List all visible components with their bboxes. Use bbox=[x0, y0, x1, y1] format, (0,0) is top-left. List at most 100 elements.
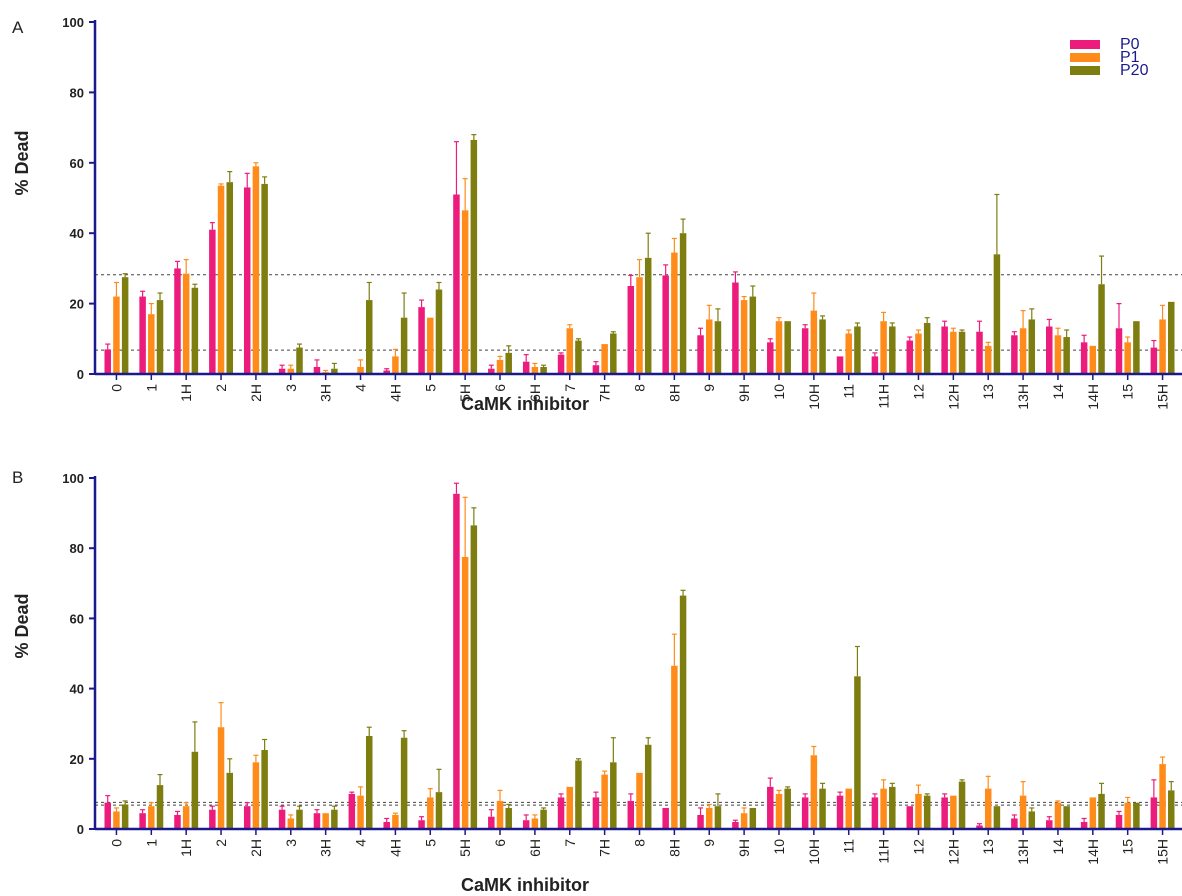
panel-b-bar-p1 bbox=[357, 795, 364, 829]
panel-b-bar-p20 bbox=[1168, 790, 1175, 829]
panel-a-x-tick-label: 4 bbox=[353, 384, 369, 392]
panel-a-y-tick-label: 0 bbox=[77, 367, 84, 382]
panel-b-bar-p1 bbox=[1019, 795, 1027, 829]
panel-b-bar-p20 bbox=[400, 737, 408, 829]
panel-a-bar-p0 bbox=[697, 335, 704, 374]
panel-b-bar-p1 bbox=[531, 818, 539, 829]
panel-a-bar-p1 bbox=[217, 185, 225, 374]
panel-b-x-tick-label: 5 bbox=[422, 839, 438, 847]
panel-a-bar-p20 bbox=[365, 300, 373, 374]
panel-a-bar-p1 bbox=[148, 314, 155, 374]
panel-b-bar-p0 bbox=[801, 797, 809, 829]
panel-b-bar-p0 bbox=[906, 806, 914, 829]
panel-b-bar-p0 bbox=[1150, 797, 1158, 829]
panel-b-x-tick-label: 7 bbox=[562, 839, 578, 847]
panel-a-bar-p1 bbox=[182, 273, 190, 374]
panel-b-x-tick-label: 10H bbox=[806, 839, 822, 865]
panel-a-bar-p20 bbox=[191, 287, 199, 374]
panel-a-bar-p20 bbox=[435, 289, 443, 374]
panel-b-y-tick-label: 100 bbox=[62, 471, 84, 486]
panel-b-x-tick-label: 13H bbox=[1015, 839, 1031, 865]
panel-a-x-tick-label: 1 bbox=[143, 384, 159, 392]
panel-b-bar-p1 bbox=[1089, 797, 1097, 829]
panel-b-bar-p1 bbox=[392, 814, 399, 829]
panel-b-bar-p1 bbox=[915, 793, 922, 829]
panel-b-x-tick-label: 2 bbox=[213, 839, 229, 847]
panel-b-x-tick-label: 14 bbox=[1050, 839, 1066, 855]
panel-a-bar-p20 bbox=[644, 257, 652, 374]
panel-b-x-tick-label: 5H bbox=[457, 839, 473, 857]
panel-b-bar-p20 bbox=[784, 788, 791, 829]
panel-a-bar-p1 bbox=[531, 366, 539, 374]
panel-a-bar-p0 bbox=[1080, 342, 1088, 374]
panel-a-x-tick-label: 7 bbox=[562, 384, 578, 392]
panel-a-bar-p1 bbox=[671, 252, 678, 374]
panel-a-x-tick-label: 5H bbox=[457, 384, 473, 402]
panel-b-bar-p0 bbox=[453, 493, 460, 829]
panel-a-bar-p0 bbox=[976, 331, 983, 374]
panel-a-bar-p20 bbox=[226, 182, 233, 374]
panel-b-bar-p20 bbox=[331, 809, 338, 829]
panel-b-bar-p1 bbox=[461, 556, 469, 829]
panel-a-bar-p20 bbox=[540, 366, 547, 374]
panel-b-bar-p1 bbox=[427, 797, 434, 829]
panel-a-bar-p1 bbox=[113, 296, 120, 374]
panel-a-x-tick-label: 11 bbox=[841, 384, 857, 399]
panel-a-bar-p20 bbox=[331, 368, 338, 374]
panel-a-bar-p1 bbox=[252, 166, 260, 374]
panel-b-bar-p20 bbox=[540, 809, 547, 829]
panel-a-bar-p20 bbox=[400, 317, 408, 374]
panel-b-bar-p0 bbox=[174, 814, 181, 829]
panel-a-bar-p0 bbox=[243, 187, 251, 374]
panel-a-bar-p20 bbox=[505, 352, 512, 374]
panel-a-bar-p0 bbox=[1011, 335, 1018, 374]
panel-a-bar-p1 bbox=[740, 300, 748, 374]
panel-a-x-tick-label: 15 bbox=[1120, 384, 1136, 400]
panel-b-bar-p1 bbox=[252, 762, 260, 829]
panel-b-x-tick-label: 1H bbox=[178, 839, 194, 857]
panel-a-x-tick-label: 11H bbox=[876, 384, 892, 409]
panel-b-bar-p20 bbox=[714, 806, 722, 829]
panel-b-bar-p1 bbox=[1054, 802, 1062, 829]
panel-a-bar-p0 bbox=[836, 356, 844, 374]
panel-b-bar-p0 bbox=[767, 786, 774, 829]
panel-a-bar-p1 bbox=[427, 317, 434, 374]
panel-a-bar-p20 bbox=[1168, 301, 1175, 374]
panel-b-bar-p20 bbox=[889, 786, 896, 829]
panel-a-x-tick-label: 8H bbox=[666, 384, 682, 402]
panel-a-bar-p1 bbox=[566, 328, 574, 374]
panel-b-bar-p20 bbox=[749, 807, 757, 829]
panel-b-bar-p20 bbox=[923, 795, 931, 829]
panel-a-bar-p0 bbox=[1046, 326, 1053, 374]
panel-b-bar-p0 bbox=[383, 821, 390, 829]
panel-a-bar-p0 bbox=[278, 368, 286, 374]
panel-b-bar-p20 bbox=[679, 595, 687, 829]
panel-b-bar-p1 bbox=[705, 807, 713, 829]
panel-b-bar-p1 bbox=[322, 813, 329, 829]
panel-a-bar-p0 bbox=[383, 370, 390, 374]
panel-label-b: B bbox=[12, 468, 24, 487]
panel-a-x-tick-label: 6H bbox=[527, 384, 543, 402]
panel-a-bar-p1 bbox=[705, 319, 713, 374]
panel-a-legend-swatch bbox=[1070, 40, 1100, 49]
panel-b-bar-p0 bbox=[104, 802, 111, 829]
panel-a-bar-p1 bbox=[775, 321, 783, 374]
panel-b-bar-p0 bbox=[243, 806, 251, 829]
panel-b-x-tick-label: 6 bbox=[492, 839, 508, 847]
panel-a-bar-p1 bbox=[950, 331, 957, 374]
panel-a-bar-p20 bbox=[993, 254, 1001, 374]
panel-a-x-tick-label: 9 bbox=[701, 384, 717, 392]
panel-a-x-tick-label: 14H bbox=[1085, 384, 1101, 410]
panel-a-bar-p1 bbox=[357, 366, 364, 374]
panel-b-x-tick-label: 10 bbox=[771, 839, 787, 855]
panel-b-bar-p20 bbox=[819, 788, 826, 829]
panel-b-bar-p20 bbox=[261, 750, 268, 829]
panel-a-bar-p20 bbox=[749, 296, 757, 374]
panel-a-bar-p20 bbox=[854, 326, 861, 374]
panel-b-bar-p0 bbox=[1046, 820, 1053, 829]
panel-a-bar-p0 bbox=[871, 356, 879, 374]
panel-b-y-tick-label: 40 bbox=[70, 682, 84, 697]
panel-b-bar-p1 bbox=[566, 786, 574, 829]
